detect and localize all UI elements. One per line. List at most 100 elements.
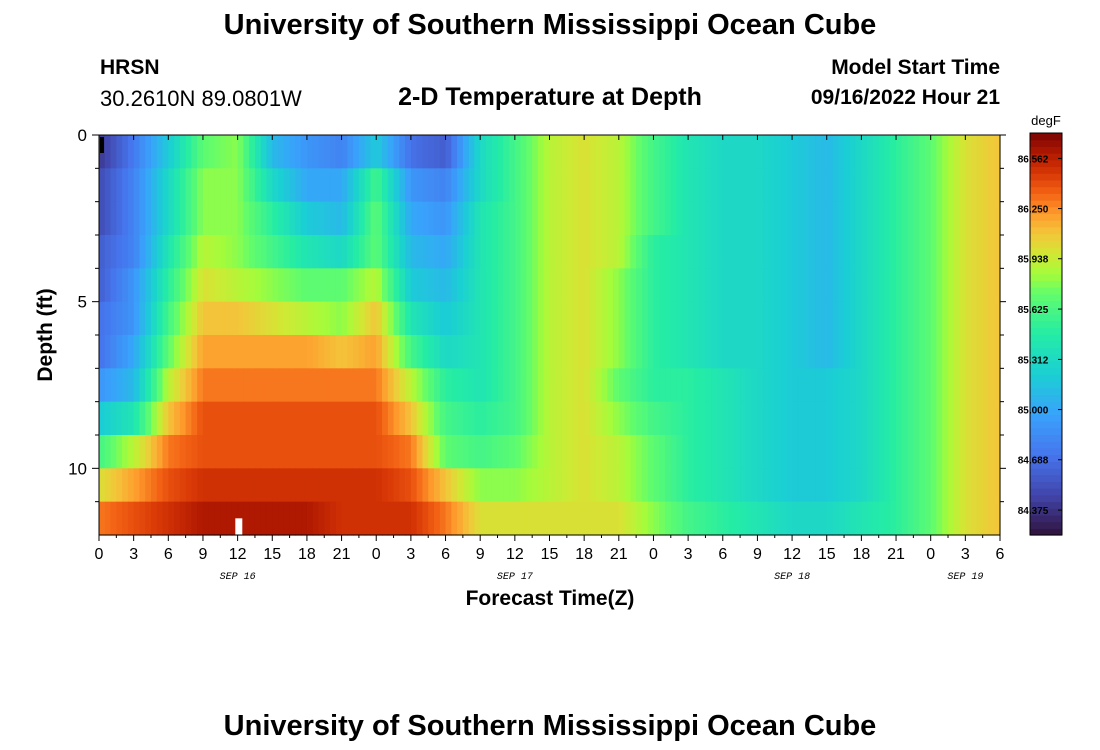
heatmap-cell xyxy=(670,401,678,436)
heatmap-cell xyxy=(815,435,822,469)
heatmap-cell xyxy=(624,501,631,536)
heatmap-cell xyxy=(786,401,793,436)
heatmap-cell xyxy=(740,468,747,503)
heatmap-cell xyxy=(549,435,556,469)
heatmap-cell xyxy=(266,335,273,369)
heatmap-cell xyxy=(578,335,585,369)
heatmap-cell xyxy=(104,501,112,536)
heatmap-cell xyxy=(549,301,556,336)
heatmap-cell xyxy=(607,135,614,169)
heatmap-cell xyxy=(994,468,1001,503)
heatmap-cell xyxy=(318,468,325,503)
heatmap-cell xyxy=(335,401,343,436)
heatmap-cell xyxy=(653,501,660,536)
heatmap-cell xyxy=(202,135,210,169)
heatmap-cell xyxy=(249,335,256,369)
heatmap-cell xyxy=(520,435,527,469)
heatmap-cell xyxy=(295,135,302,169)
heatmap-cell xyxy=(659,468,666,503)
heatmap-cell xyxy=(855,268,862,303)
bottom-marker xyxy=(235,518,243,536)
heatmap-cell xyxy=(231,368,239,403)
heatmap-cell xyxy=(387,235,395,269)
heatmap-cell xyxy=(636,368,643,403)
colorbar-segment xyxy=(1030,434,1062,442)
heatmap-cell xyxy=(884,501,891,536)
heatmap-cell xyxy=(734,235,741,269)
heatmap-cell xyxy=(457,368,464,403)
heatmap-cell xyxy=(237,268,244,303)
heatmap-cell xyxy=(566,235,574,269)
heatmap-cell xyxy=(942,401,949,436)
heatmap-cell xyxy=(156,335,164,369)
heatmap-cell xyxy=(855,135,862,169)
heatmap-cell xyxy=(405,301,412,336)
heatmap-cell xyxy=(341,435,348,469)
heatmap-cell xyxy=(416,435,424,469)
heatmap-cell xyxy=(226,501,233,536)
heatmap-cell xyxy=(976,235,984,269)
heatmap-cell xyxy=(480,135,487,169)
heatmap-cell xyxy=(150,435,158,469)
heatmap-cell xyxy=(168,201,175,236)
heatmap-cell xyxy=(693,268,701,303)
heatmap-cell xyxy=(370,235,377,269)
heatmap-cell xyxy=(815,135,822,169)
heatmap-cell xyxy=(942,301,949,336)
heatmap-cell xyxy=(99,235,106,269)
heatmap-cell xyxy=(283,468,291,503)
page-title: University of Southern Mississippi Ocean… xyxy=(223,9,877,41)
heatmap-cell xyxy=(797,401,805,436)
heatmap-cell xyxy=(532,135,539,169)
heatmap-cell xyxy=(208,401,216,436)
heatmap-cell xyxy=(451,235,458,269)
x-tick-label: 3 xyxy=(684,546,693,563)
heatmap-cell xyxy=(428,201,435,236)
heatmap-cell xyxy=(445,401,452,436)
heatmap-cell xyxy=(711,168,718,203)
x-tick-label: 3 xyxy=(129,546,138,563)
heatmap-cell xyxy=(820,435,828,469)
heatmap-cell xyxy=(982,301,990,336)
heatmap-cell xyxy=(133,235,141,269)
heatmap-cell xyxy=(896,301,903,336)
heatmap-cell xyxy=(653,368,660,403)
heatmap-cell xyxy=(676,435,683,469)
colorbar-segment xyxy=(1030,334,1062,342)
heatmap-cell xyxy=(618,135,626,169)
heatmap-cell xyxy=(341,401,348,436)
heatmap-cell xyxy=(433,501,441,536)
x-tick-label: 3 xyxy=(406,546,415,563)
heatmap-cell xyxy=(728,301,735,336)
heatmap-cell xyxy=(514,435,522,469)
heatmap-cell xyxy=(613,135,620,169)
heatmap-cell xyxy=(878,468,886,503)
heatmap-cell xyxy=(341,368,348,403)
heatmap-cell xyxy=(948,268,955,303)
heatmap-cell xyxy=(485,435,493,469)
heatmap-cell xyxy=(722,201,730,236)
heatmap-cell xyxy=(295,301,302,336)
colorbar-segment xyxy=(1030,226,1062,235)
heatmap-cell xyxy=(832,201,839,236)
colorbar-segment xyxy=(1030,407,1062,415)
heatmap-cell xyxy=(780,168,787,203)
heatmap-cell xyxy=(953,168,961,203)
heatmap-cell xyxy=(774,501,782,536)
heatmap-cell xyxy=(636,268,643,303)
heatmap-cell xyxy=(462,301,470,336)
heatmap-cell xyxy=(416,135,424,169)
heatmap-cell xyxy=(815,468,822,503)
heatmap-cell xyxy=(832,268,839,303)
heatmap-cell xyxy=(520,335,527,369)
heatmap-cell xyxy=(589,335,597,369)
heatmap-cell xyxy=(942,501,949,536)
heatmap-cell xyxy=(376,235,383,269)
heatmap-cell xyxy=(549,368,556,403)
heatmap-cell xyxy=(150,235,158,269)
heatmap-cell xyxy=(122,468,129,503)
heatmap-cell xyxy=(878,235,886,269)
heatmap-cell xyxy=(919,335,926,369)
heatmap-cell xyxy=(410,268,418,303)
heatmap-cell xyxy=(607,401,614,436)
